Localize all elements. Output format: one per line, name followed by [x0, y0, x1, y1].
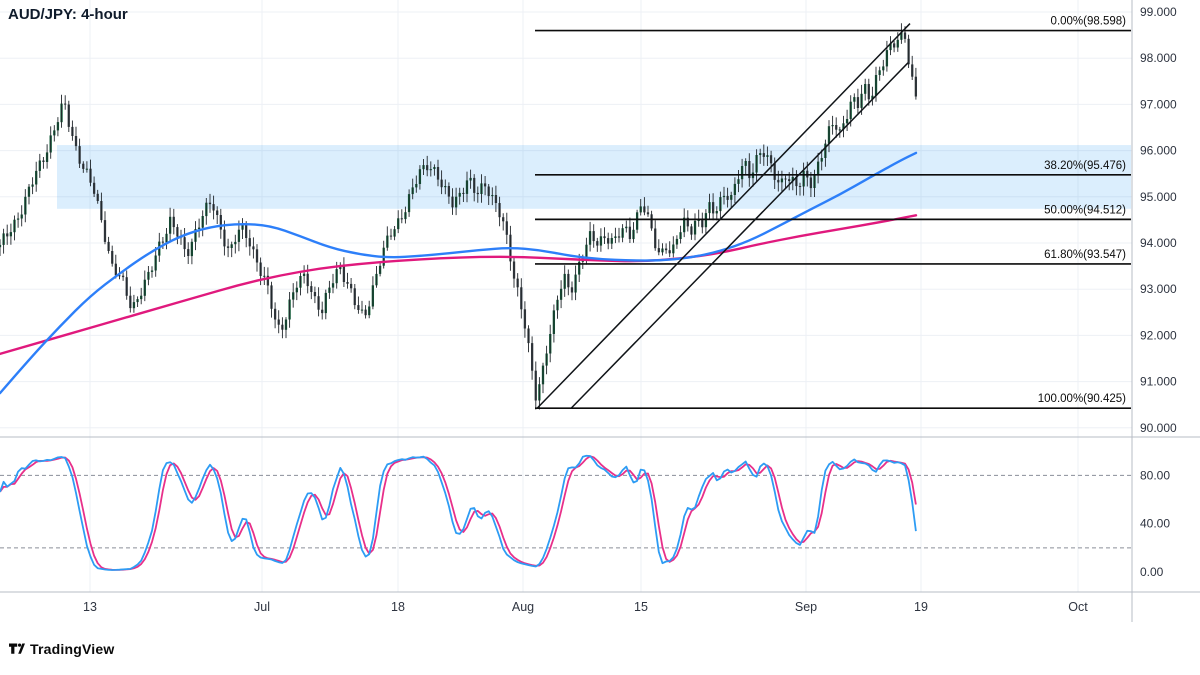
- symbol-title: AUD/JPY: 4-hour: [8, 6, 128, 23]
- time-axis-label: 19: [914, 600, 928, 614]
- price-axis-label: 96.000: [1140, 144, 1177, 158]
- time-axis-label: Jul: [254, 600, 270, 614]
- price-axis-label: 92.000: [1140, 328, 1177, 342]
- price-axis[interactable]: 99.000 98.000 97.000 96.000 95.000 94.000 93.0…: [1140, 5, 1177, 579]
- stochastic-d-line[interactable]: [0, 455, 917, 571]
- price-axis-label: 99.000: [1140, 5, 1177, 19]
- time-axis-label: Aug: [512, 600, 534, 614]
- price-axis-label: 90.000: [1140, 421, 1177, 435]
- fib-label: 38.20%(95.476): [1044, 160, 1126, 172]
- stoch-axis-label: 40.00: [1140, 517, 1170, 531]
- fib-label: 61.80%(93.547): [1044, 249, 1126, 261]
- price-axis-label: 94.000: [1140, 236, 1177, 250]
- stoch-axis-label: 80.00: [1140, 468, 1170, 482]
- price-axis-label: 97.000: [1140, 97, 1177, 111]
- tradingview-watermark[interactable]: TradingView: [8, 640, 114, 657]
- trendline[interactable]: [570, 62, 909, 409]
- candles[interactable]: [0, 23, 918, 410]
- ma-slow-pink[interactable]: [0, 214, 918, 356]
- stochastic-k-line[interactable]: [0, 454, 917, 571]
- price-axis-label: 93.000: [1140, 282, 1177, 296]
- tradingview-logo-icon: [9, 643, 25, 654]
- time-axis-label: 15: [634, 600, 648, 614]
- price-axis-label: 95.000: [1140, 190, 1177, 204]
- resistance-zone[interactable]: [57, 145, 1131, 209]
- time-axis-label: 13: [83, 600, 97, 614]
- fib-label: 0.00%(98.598): [1051, 16, 1127, 28]
- time-axis[interactable]: 13 Jul 18 Aug 15 Sep 19 Oct: [83, 600, 1088, 614]
- time-axis-label: Oct: [1068, 600, 1088, 614]
- trendline[interactable]: [536, 23, 911, 409]
- fib-label: 50.00%(94.512): [1044, 204, 1126, 216]
- time-axis-label: 18: [391, 600, 405, 614]
- fib-label: 100.00%(90.425): [1038, 393, 1126, 405]
- time-axis-label: Sep: [795, 600, 817, 614]
- candle: [0, 244, 2, 248]
- tradingview-logo-text: TradingView: [30, 640, 115, 657]
- price-axis-label: 91.000: [1140, 375, 1177, 389]
- stoch-axis-label: 0.00: [1140, 565, 1164, 579]
- ma-fast-blue[interactable]: [0, 151, 918, 395]
- price-axis-label: 98.000: [1140, 51, 1177, 65]
